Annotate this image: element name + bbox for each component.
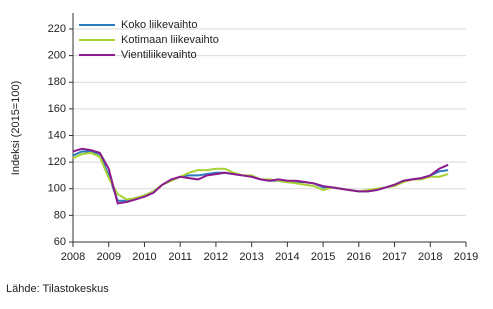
x-tick-label: 2011: [168, 251, 192, 263]
y-tick-label: 200: [48, 50, 66, 62]
x-tick-label: 2017: [382, 251, 406, 263]
x-tick-label: 2014: [275, 251, 299, 263]
source: Lähde: Tilastokeskus: [6, 283, 109, 295]
x-tick-label: 2015: [311, 251, 335, 263]
y-tick-label: 80: [54, 209, 66, 221]
y-tick-label: 220: [48, 23, 66, 35]
y-tick-label: 180: [48, 76, 66, 88]
y-tick-label: 120: [48, 156, 66, 168]
x-tick-label: 2018: [418, 251, 442, 263]
x-tick-label: 2010: [132, 251, 156, 263]
y-tick-label: 60: [54, 236, 66, 248]
x-tick-label: 2016: [347, 251, 371, 263]
y-tick-label: 140: [48, 129, 66, 141]
y-tick-label: 100: [48, 183, 66, 195]
x-tick-label: 2013: [239, 251, 263, 263]
y-tick-label: 160: [48, 103, 66, 115]
x-tick-label: 2012: [204, 251, 228, 263]
x-tick-label: 2009: [96, 251, 120, 263]
legend-label: Vientiliikevaihto: [121, 49, 197, 61]
series-line: [72, 151, 449, 201]
x-tick-label: 2008: [61, 251, 85, 263]
y-axis-label: Indeksi (2015=100): [10, 81, 22, 175]
x-tick-label: 2019: [454, 251, 478, 263]
legend-label: Kotimaan liikevaihto: [121, 34, 219, 46]
series-line: [72, 150, 449, 202]
series-line: [72, 147, 449, 205]
legend-label: Koko liikevaihto: [121, 19, 197, 31]
